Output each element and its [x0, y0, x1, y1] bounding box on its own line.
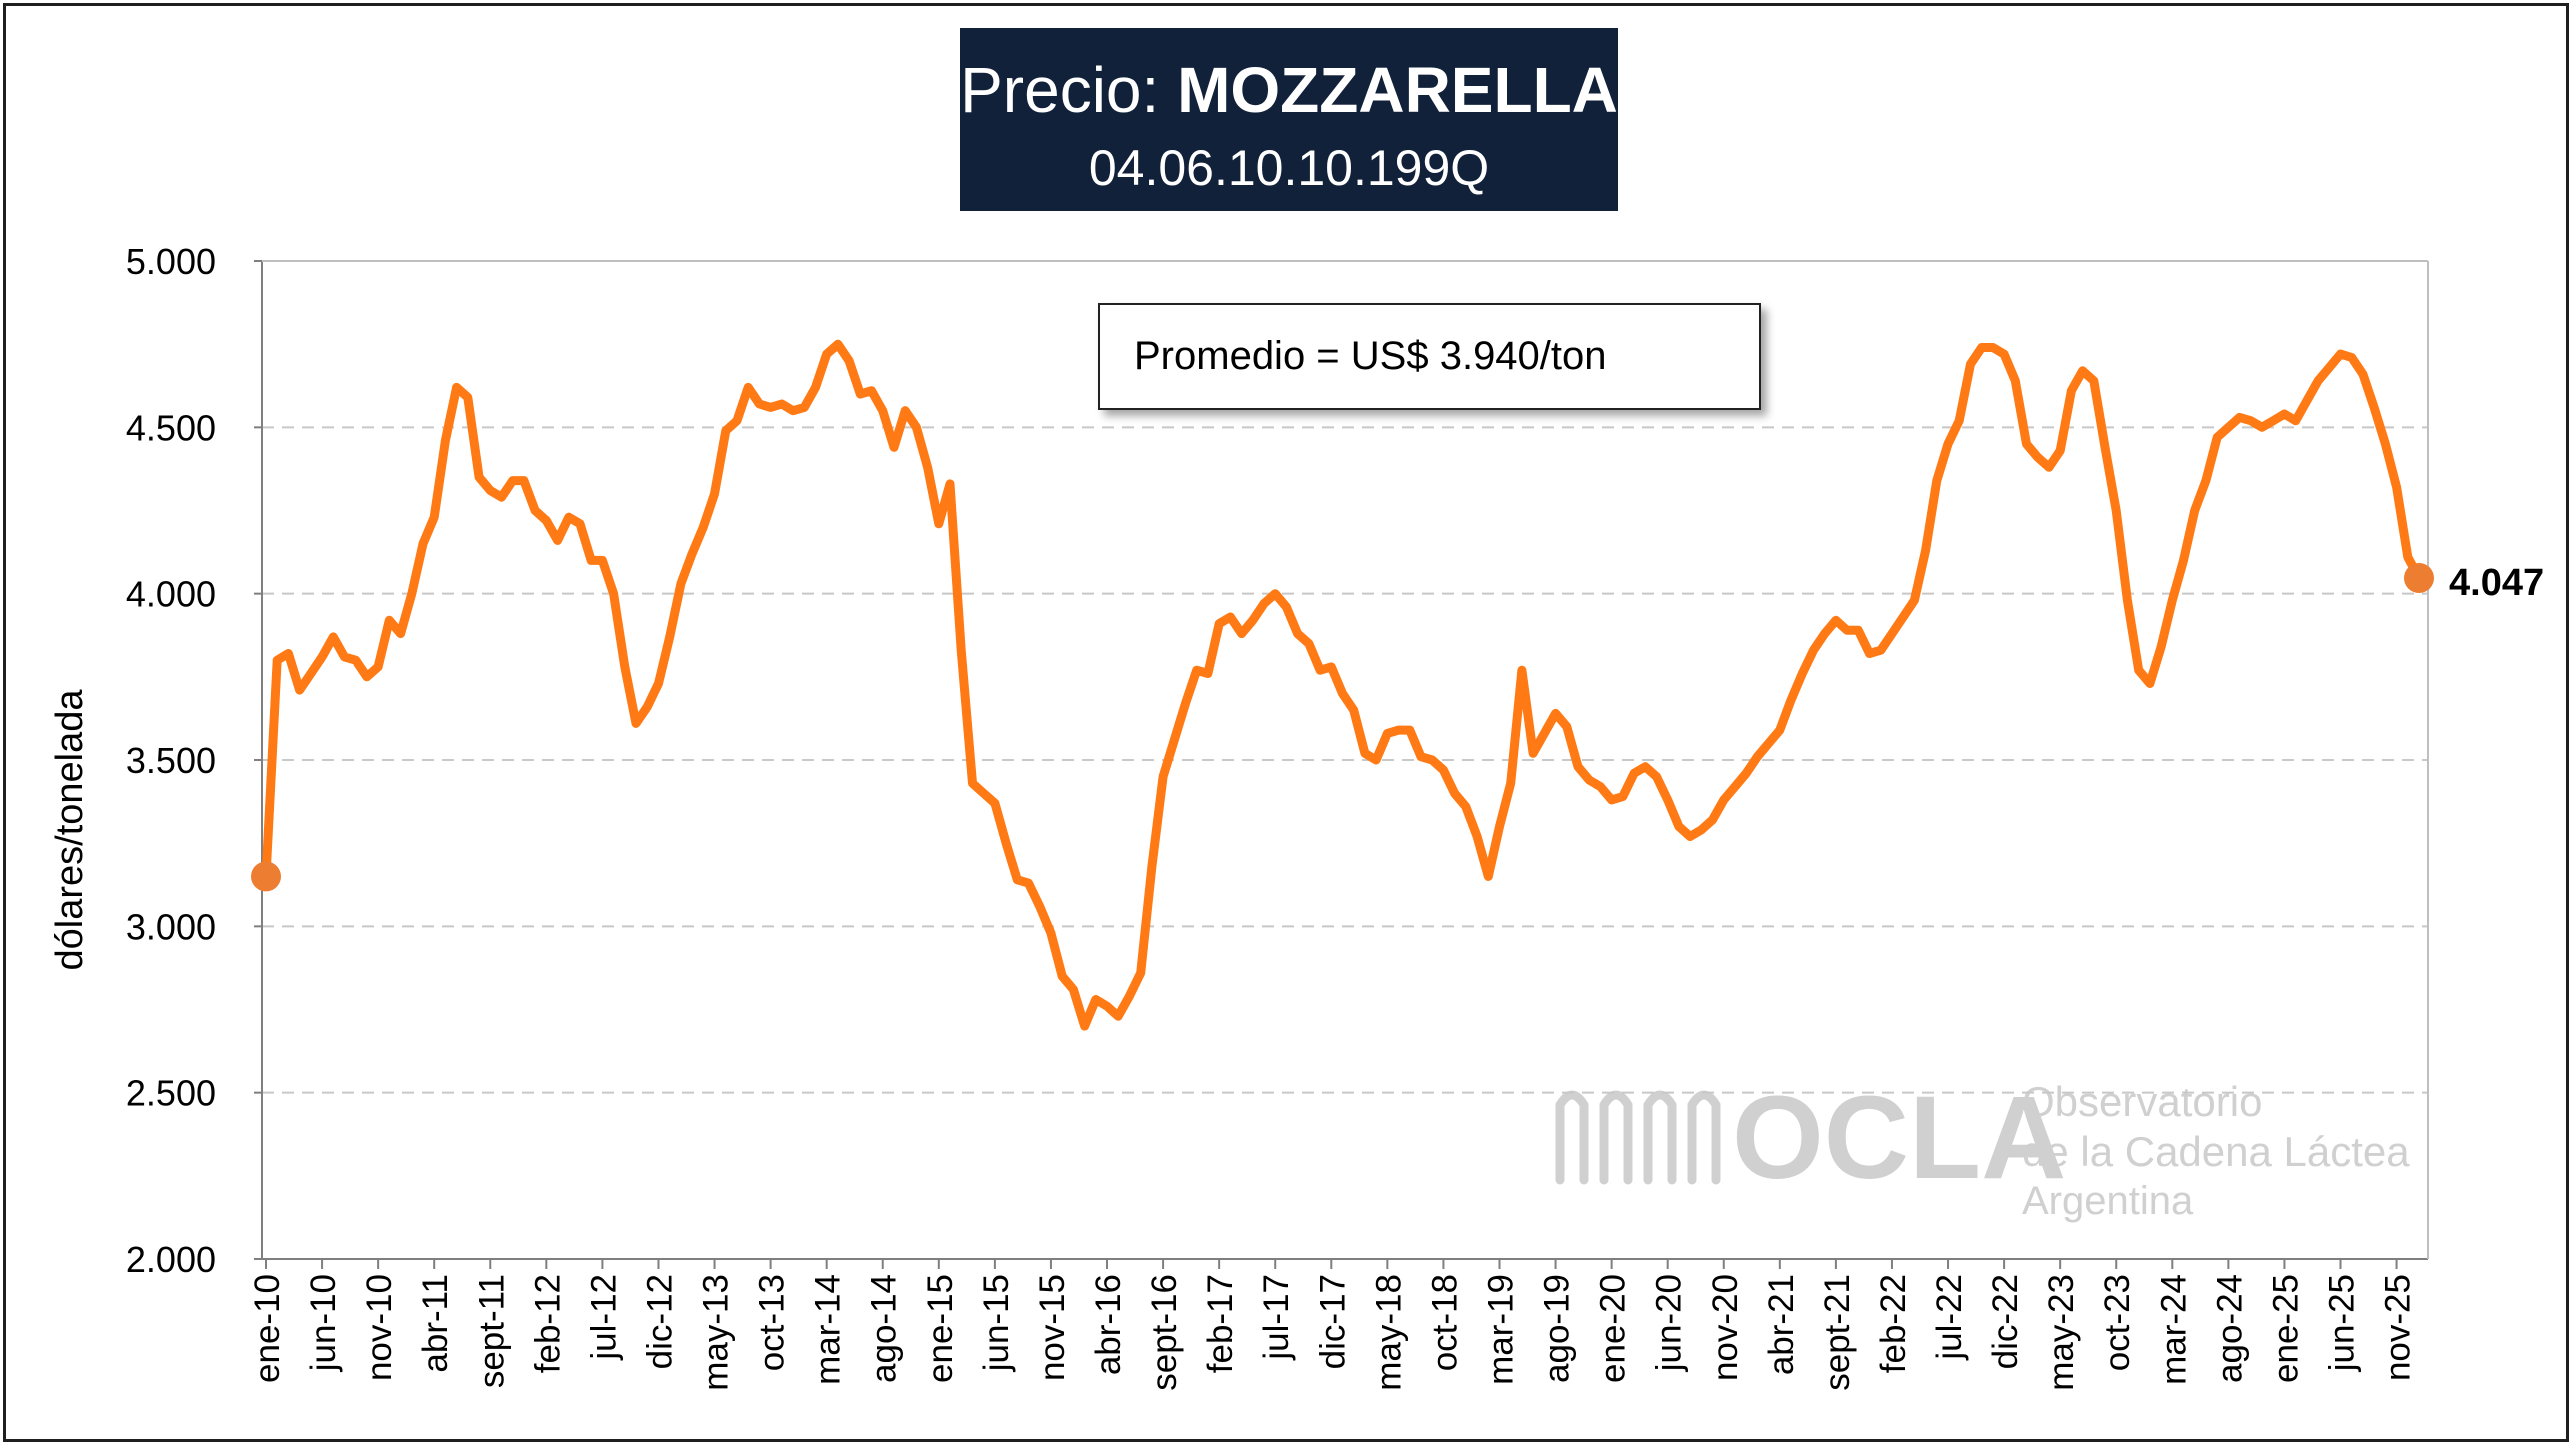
y-tick-label: 3.000: [126, 906, 216, 947]
x-tick-label: sept-11: [472, 1274, 511, 1388]
watermark-line2: de la Cadena Láctea: [2022, 1128, 2410, 1175]
y-tick-label: 5.000: [126, 241, 216, 282]
x-tick-label: ago-24: [2210, 1274, 2249, 1383]
x-tick-label: dic-12: [640, 1274, 679, 1369]
x-tick-label: may-18: [1369, 1274, 1408, 1391]
x-tick-label: mar-24: [2154, 1274, 2193, 1385]
x-tick-label: may-23: [2042, 1274, 2081, 1391]
x-tick-label: sept-21: [1818, 1274, 1857, 1391]
chart-frame: [3, 3, 2569, 1442]
x-tick-label: abr-16: [1089, 1274, 1128, 1375]
x-tick-label: feb-22: [1874, 1274, 1913, 1373]
x-tick-label: ene-15: [921, 1274, 960, 1383]
x-tick-label: oct-18: [1425, 1274, 1464, 1371]
y-tick-label: 4.000: [126, 574, 216, 615]
y-tick-label: 2.500: [126, 1073, 216, 1114]
x-tick-label: jun-15: [977, 1274, 1016, 1372]
x-tick-label: mar-19: [1481, 1274, 1520, 1385]
watermark-line3: Argentina: [2022, 1179, 2194, 1223]
x-tick-label: jun-10: [304, 1274, 343, 1372]
y-axis-ticks: 2.000 2.500 3.000 3.500 4.000 4.500 5.000: [126, 241, 262, 1280]
last-value-label: 4.047: [2449, 562, 2544, 604]
x-axis-ticks: ene-10 jun-10 nov-10 abr-11 sept-11 feb-12 jul…: [248, 1259, 2418, 1391]
x-tick-label: oct-13: [753, 1274, 792, 1371]
x-tick-label: jul-17: [1257, 1274, 1296, 1361]
chart-title-box: Precio: MOZZARELLA 04.06.10.10.199Q: [960, 28, 1618, 211]
x-tick-label: abr-21: [1762, 1274, 1801, 1375]
x-tick-label: ene-25: [2266, 1274, 2305, 1383]
x-tick-label: nov-10: [360, 1274, 399, 1381]
x-tick-label: nov-25: [2379, 1274, 2418, 1381]
x-tick-label: jul-22: [1930, 1274, 1969, 1361]
x-tick-label: oct-23: [2098, 1274, 2137, 1371]
series-mozzarella: [251, 339, 2434, 1031]
x-tick-label: ago-19: [1538, 1274, 1577, 1383]
x-tick-label: jun-20: [1650, 1274, 1689, 1372]
x-tick-label: nov-15: [1033, 1274, 1072, 1381]
start-point-marker: [251, 861, 281, 892]
y-tick-label: 2.000: [126, 1239, 216, 1280]
x-tick-label: dic-22: [1986, 1274, 2025, 1369]
chart-gridlines: [262, 426, 2428, 1094]
y-tick-label: 4.500: [126, 407, 216, 448]
y-axis-label: dólares/tonelada: [49, 689, 91, 971]
ocla-logo-icon: [1555, 1090, 1721, 1185]
x-tick-label: feb-17: [1201, 1274, 1240, 1373]
average-annotation: Promedio = US$ 3.940/ton: [1098, 303, 1761, 410]
chart-title: Precio: MOZZARELLA: [960, 50, 1618, 130]
title-prefix: Precio:: [960, 54, 1178, 126]
y-tick-label: 3.500: [126, 740, 216, 781]
x-tick-label: ene-20: [1594, 1274, 1633, 1383]
x-tick-label: dic-17: [1313, 1274, 1352, 1369]
ocla-logo-text: OCLA: [1732, 1072, 2066, 1204]
title-product: MOZZARELLA: [1177, 54, 1618, 126]
x-tick-label: jun-25: [2323, 1274, 2362, 1372]
product-code: 04.06.10.10.199Q: [1088, 140, 1490, 196]
x-tick-label: ago-14: [865, 1274, 904, 1383]
x-tick-label: nov-20: [1706, 1274, 1745, 1381]
end-point-marker: [2404, 563, 2434, 594]
watermark-line1: Observatorio: [2022, 1078, 2262, 1125]
x-tick-label: feb-12: [528, 1274, 567, 1373]
x-tick-label: jul-12: [584, 1274, 623, 1361]
x-tick-label: ene-10: [248, 1274, 287, 1383]
x-tick-label: abr-11: [416, 1274, 455, 1373]
x-tick-label: may-13: [697, 1274, 736, 1391]
x-tick-label: mar-14: [809, 1274, 848, 1385]
x-tick-label: sept-16: [1145, 1274, 1184, 1391]
series-line: [261, 339, 2424, 1031]
